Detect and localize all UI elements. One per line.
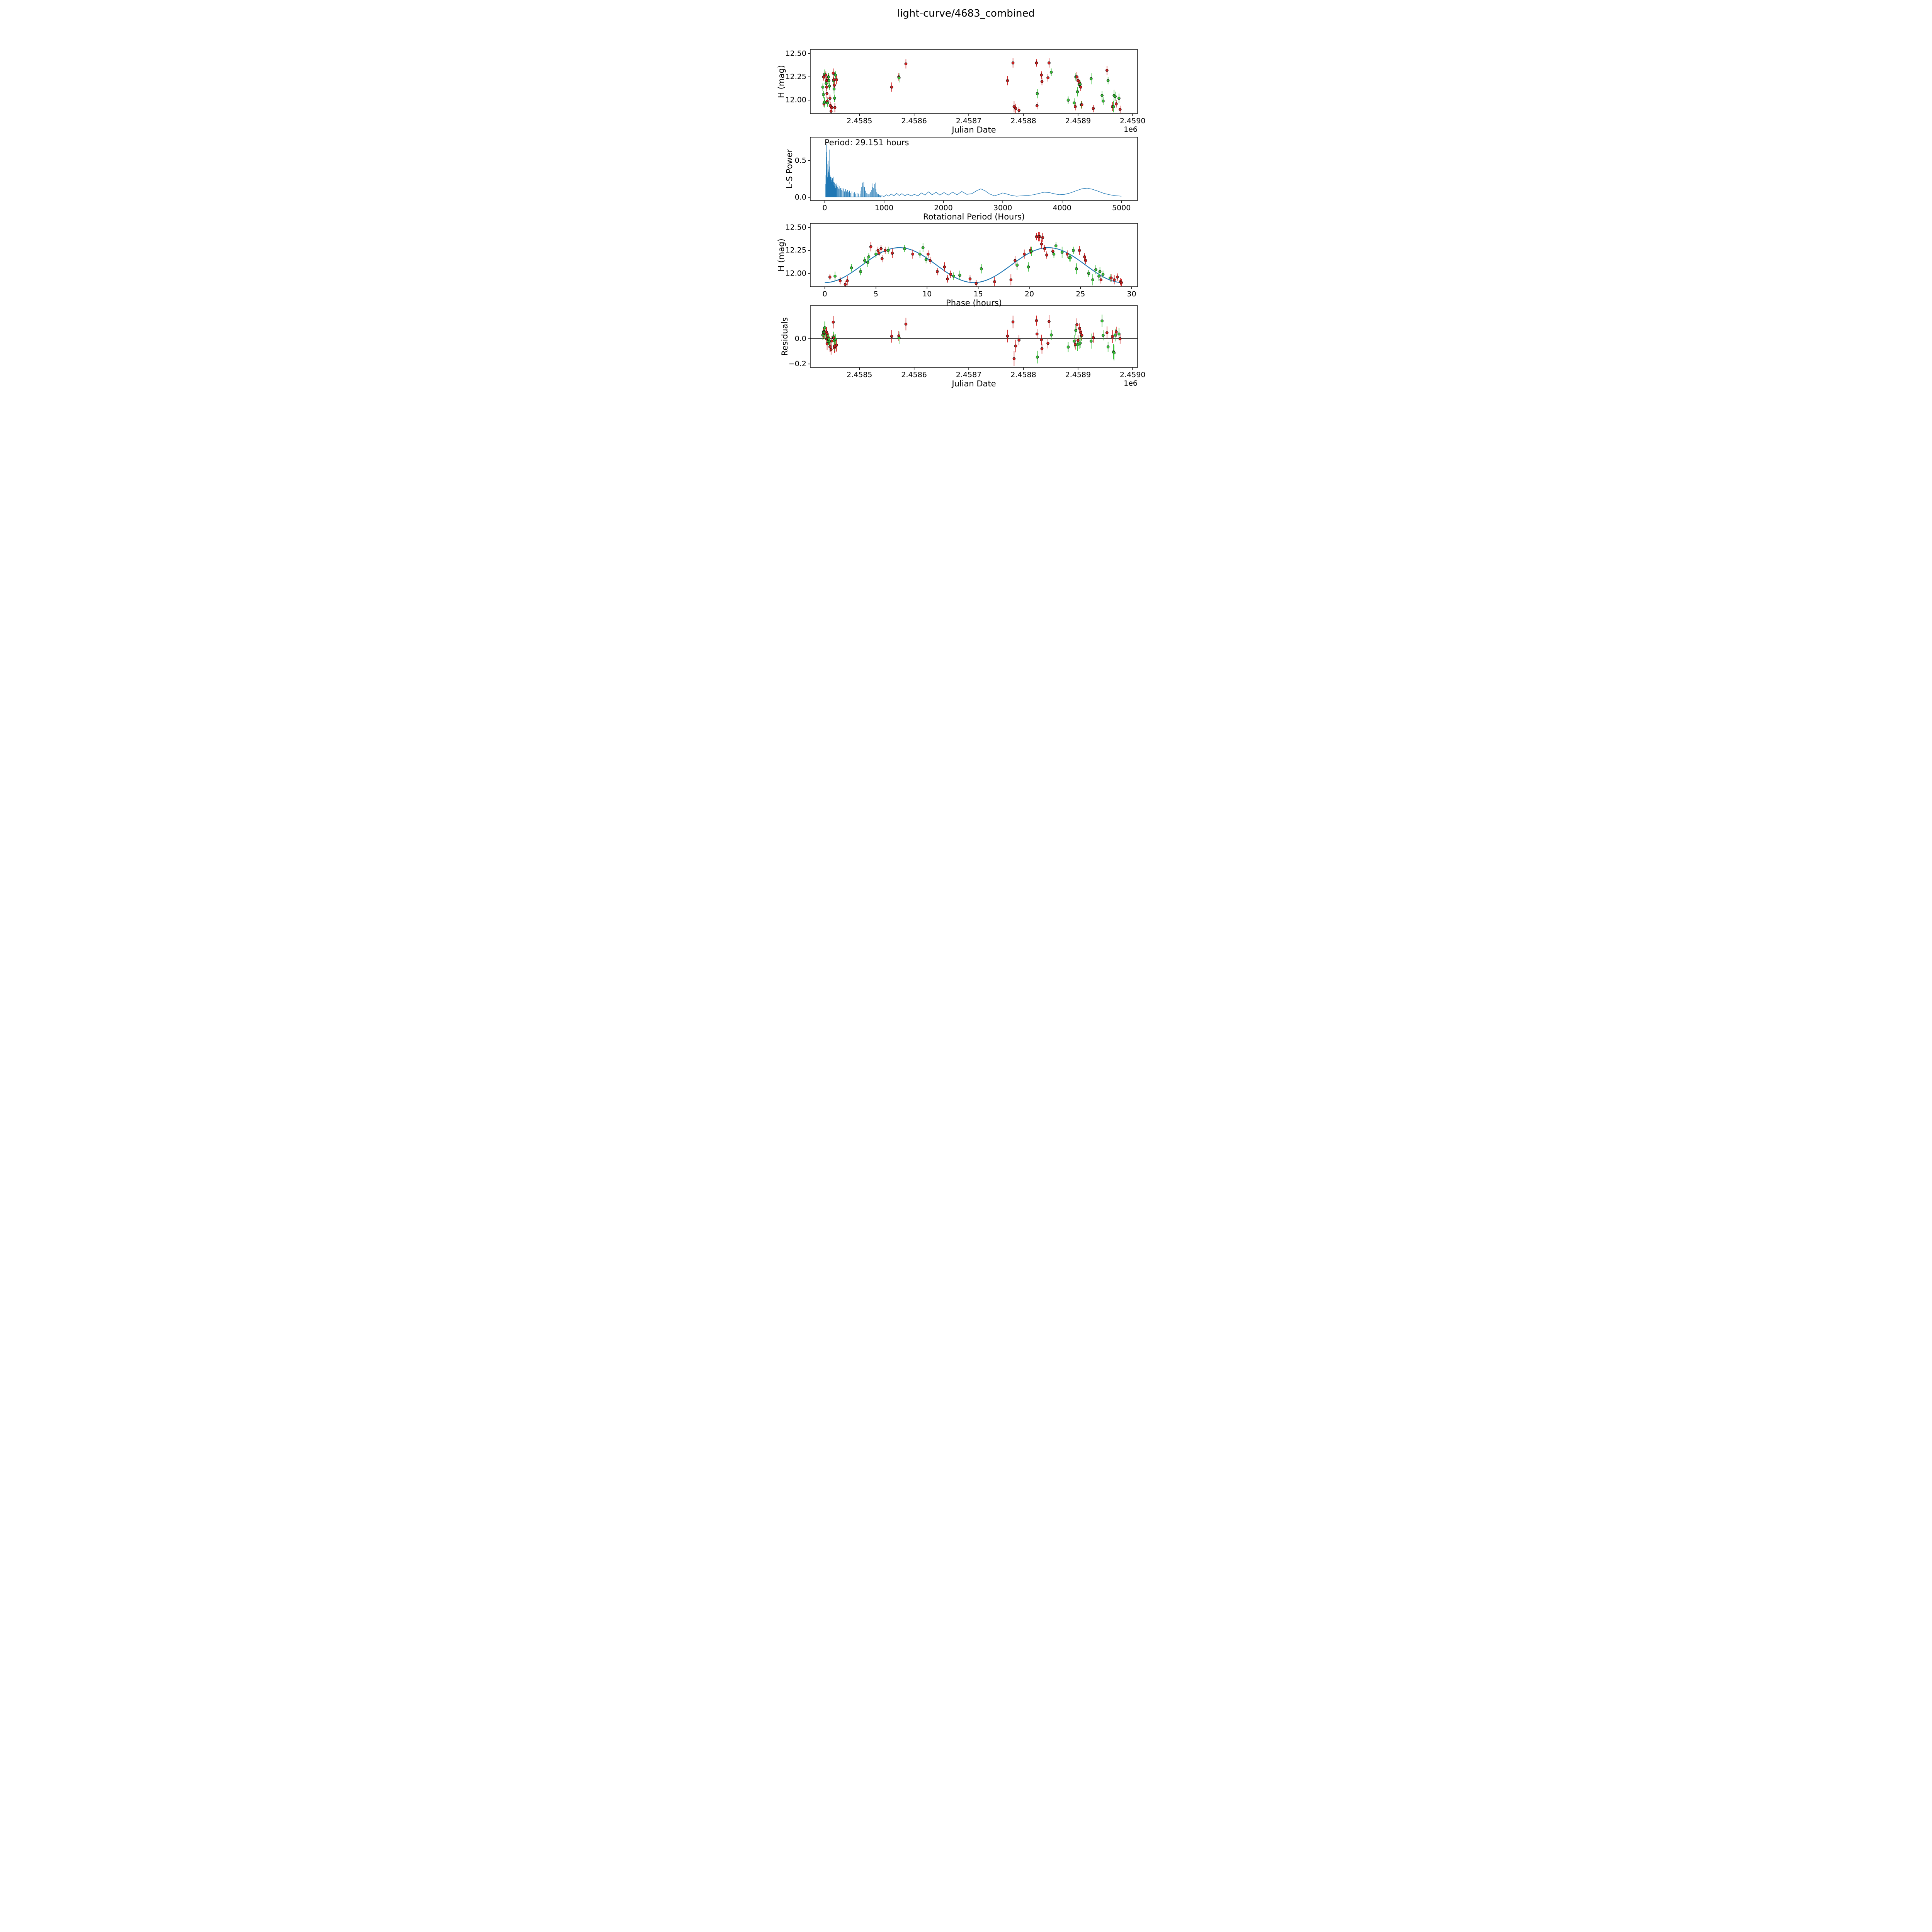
phased-y-tick-label: 12.25 <box>785 246 806 255</box>
residuals-y-tick-label: −0.2 <box>788 359 806 368</box>
lightcurve-x-tick-label: 2.4590 <box>1120 117 1146 125</box>
residuals-x-tick-label: 2.4589 <box>1065 371 1091 379</box>
lightcurve-x-tick-label: 2.4588 <box>1010 117 1036 125</box>
panel-phased-lightcurve: H (mag) Phase (hours) 05101520253012.001… <box>777 217 1144 308</box>
lightcurve-y-tick-label: 12.25 <box>785 72 806 81</box>
figure: light-curve/4683_combined H (mag) Julian… <box>757 0 1175 417</box>
lightcurve-x-tick-label: 2.4585 <box>847 117 872 125</box>
periodogram-y-tick-label: 0.5 <box>794 156 806 165</box>
figure-title: light-curve/4683_combined <box>897 8 1035 19</box>
periodogram-x-tick-label: 5000 <box>1112 204 1131 212</box>
phased-x-tick-label: 15 <box>973 290 983 298</box>
plot-canvas-residuals <box>804 299 1144 374</box>
phased-x-tick-label: 0 <box>822 290 827 298</box>
periodogram-x-tick-label: 2000 <box>934 204 953 212</box>
lightcurve-x-tick-label: 2.4587 <box>956 117 982 125</box>
lightcurve-x-tick-label: 2.4589 <box>1065 117 1091 125</box>
residuals-y-tick-label: 0.0 <box>794 334 806 343</box>
x-axis-label-julian-date-residuals: Julian Date <box>952 379 996 388</box>
periodogram-y-tick-label: 0.0 <box>794 193 806 202</box>
y-axis-label-residuals: Residuals <box>780 317 789 356</box>
panel-periodogram: Period: 29.151 hours L-S Power Rotationa… <box>785 131 1144 221</box>
phased-y-tick-label: 12.00 <box>785 269 806 278</box>
y-axis-label-h-mag-phased: H (mag) <box>777 238 786 272</box>
residuals-x-tick-label: 2.4588 <box>1010 371 1036 379</box>
periodogram-x-tick-label: 4000 <box>1053 204 1071 212</box>
periodogram-x-tick-label: 1000 <box>874 204 894 212</box>
periodogram-x-tick-label: 0 <box>822 204 827 212</box>
phased-x-tick-label: 10 <box>922 290 932 298</box>
y-axis-label-h-mag: H (mag) <box>777 65 786 98</box>
plot-canvas-phased <box>804 217 1144 293</box>
residuals-x-tick-label: 2.4590 <box>1120 371 1146 379</box>
lightcurve-x-tick-label: 2.4586 <box>901 117 927 125</box>
panel-residuals: Residuals Julian Date 1e6 2.4585 2.4586 2.… <box>780 299 1146 388</box>
phased-x-tick-label: 30 <box>1127 290 1136 298</box>
phased-y-tick-label: 12.50 <box>785 223 806 232</box>
phased-x-tick-label: 5 <box>873 290 878 298</box>
period-annotation: Period: 29.151 hours <box>825 138 909 147</box>
residuals-x-tick-label: 2.4585 <box>847 371 872 379</box>
periodogram-x-tick-label: 3000 <box>993 204 1012 212</box>
x-axis-offset-label: 1e6 <box>1124 379 1138 388</box>
panel-raw-lightcurve: H (mag) Julian Date 1e6 2.4585 2.4586 2.45… <box>777 43 1146 134</box>
phased-x-tick-label: 20 <box>1024 290 1034 298</box>
residuals-x-tick-label: 2.4586 <box>901 371 927 379</box>
plot-canvas-periodogram <box>804 131 1144 207</box>
plot-canvas-lightcurve <box>804 43 1144 120</box>
residuals-x-tick-label: 2.4587 <box>956 371 982 379</box>
phased-x-tick-label: 25 <box>1076 290 1085 298</box>
lightcurve-y-tick-label: 12.00 <box>785 95 806 104</box>
y-axis-label-ls-power: L-S Power <box>785 149 794 189</box>
lightcurve-y-tick-label: 12.50 <box>785 49 806 58</box>
